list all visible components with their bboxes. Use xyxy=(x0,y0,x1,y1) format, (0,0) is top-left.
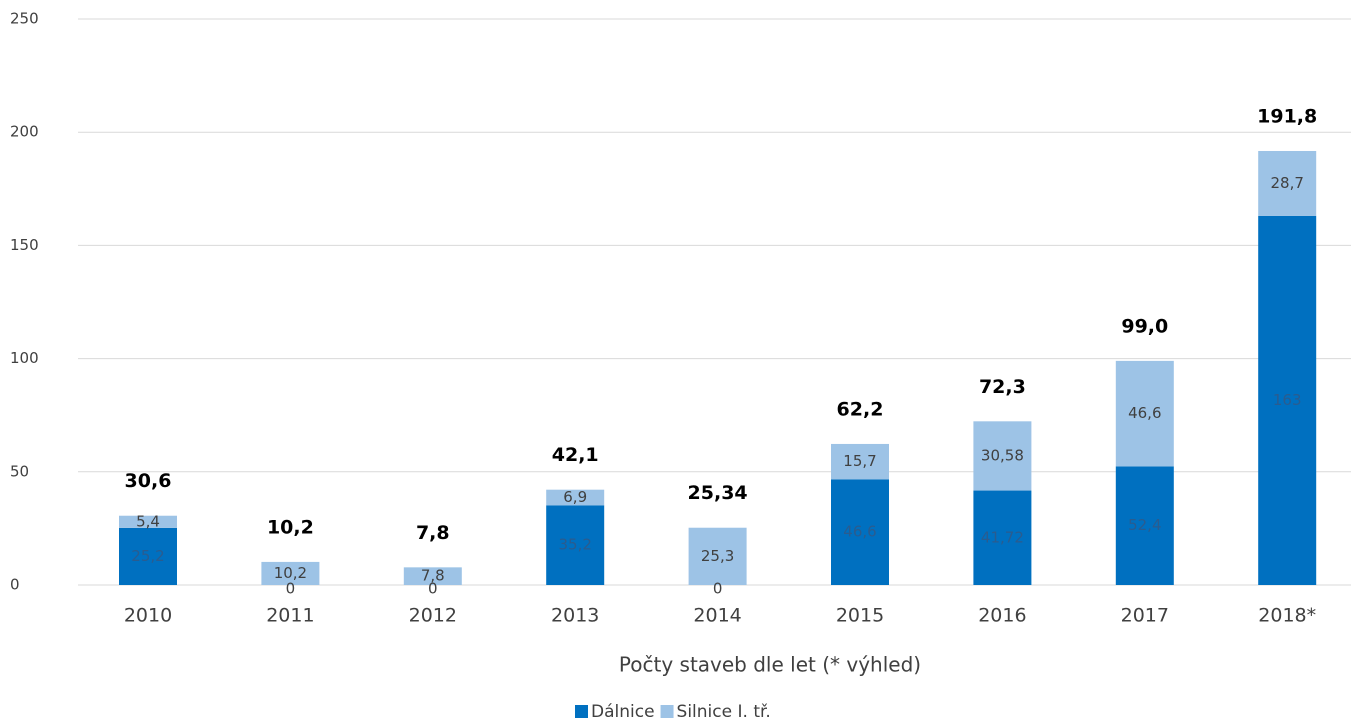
segment-label: 25,3 xyxy=(701,547,734,565)
x-tick-label: 2012 xyxy=(409,605,457,627)
segment-label: 0 xyxy=(713,580,723,598)
legend-swatch xyxy=(575,705,588,718)
x-tick-label: 2017 xyxy=(1121,605,1169,627)
segment-label: 28,7 xyxy=(1270,174,1303,192)
y-tick-label: 100 xyxy=(10,349,39,367)
x-tick-label: 2016 xyxy=(978,605,1026,627)
bar-segment xyxy=(546,489,605,506)
segment-label: 35,2 xyxy=(558,536,591,554)
bar-segment xyxy=(1115,466,1174,585)
segment-label: 0 xyxy=(286,580,296,598)
y-tick-label: 250 xyxy=(10,10,39,28)
bar-segment xyxy=(546,505,605,585)
total-label: 25,34 xyxy=(688,482,748,504)
bar-segment xyxy=(831,479,889,585)
segment-label: 46,6 xyxy=(1128,404,1161,422)
bar-segment xyxy=(688,527,747,585)
x-axis-title: Počty staveb dle let (* výhled) xyxy=(619,653,921,677)
bar-segment xyxy=(119,527,177,585)
total-label: 10,2 xyxy=(267,516,314,538)
segment-label: 163 xyxy=(1273,391,1302,409)
y-tick-label: 200 xyxy=(10,123,39,141)
bar-segment xyxy=(973,490,1032,585)
segment-label: 25,2 xyxy=(131,547,164,565)
legend-label: Dálnice xyxy=(591,702,655,722)
segment-label: 5,4 xyxy=(136,512,160,530)
bar-segment xyxy=(973,421,1032,491)
segment-label: 10,2 xyxy=(274,564,307,582)
y-tick-label: 50 xyxy=(10,462,29,480)
segment-label: 30,58 xyxy=(981,446,1024,464)
segment-label: 46,6 xyxy=(843,523,876,541)
total-label: 7,8 xyxy=(416,522,450,544)
y-tick-label: 0 xyxy=(10,576,20,594)
total-label: 191,8 xyxy=(1257,105,1317,127)
total-label: 99,0 xyxy=(1121,315,1168,337)
bar-segment xyxy=(119,515,177,528)
x-tick-label: 2010 xyxy=(124,605,172,627)
segment-label: 52,4 xyxy=(1128,516,1161,534)
y-tick-label: 150 xyxy=(10,236,39,254)
x-tick-label: 2014 xyxy=(693,605,741,627)
bar-segment xyxy=(1115,360,1174,467)
bar-segment xyxy=(403,567,462,585)
legend-swatch xyxy=(660,705,674,718)
total-label: 30,6 xyxy=(125,470,172,492)
bar-segment xyxy=(1258,150,1317,216)
x-tick-label: 2011 xyxy=(266,605,314,627)
bar-segment xyxy=(1258,215,1317,585)
total-label: 42,1 xyxy=(552,444,599,466)
segment-label: 15,7 xyxy=(843,452,876,470)
bar-segment xyxy=(261,561,320,585)
segment-label: 6,9 xyxy=(563,488,587,506)
segment-label: 0 xyxy=(428,580,438,598)
bar-segment xyxy=(831,443,889,480)
total-label: 62,2 xyxy=(837,399,884,421)
x-tick-label: 2015 xyxy=(836,605,884,627)
segment-label: 41,72 xyxy=(981,528,1024,546)
x-tick-label: 2013 xyxy=(551,605,599,627)
segment-label: 7,8 xyxy=(421,567,445,585)
x-tick-label: 2018* xyxy=(1258,605,1316,627)
legend-label: Silnice I. tř. xyxy=(677,702,771,722)
total-label: 72,3 xyxy=(979,376,1026,398)
